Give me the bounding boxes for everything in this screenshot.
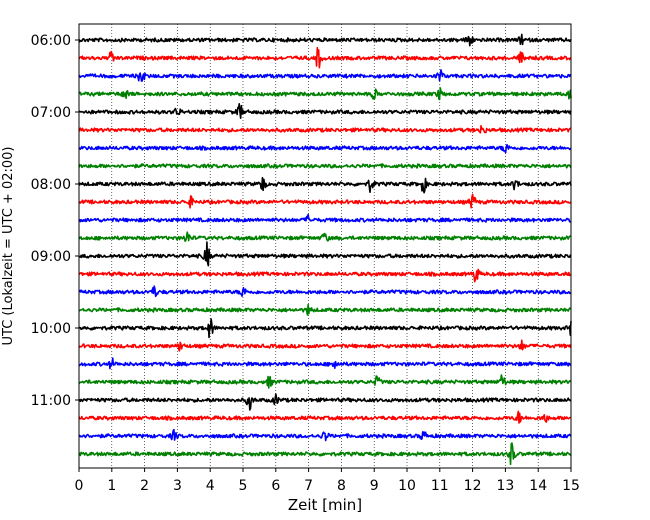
trace-1100 xyxy=(78,393,572,411)
seismic-traces xyxy=(78,33,572,466)
x-tick-label: 2 xyxy=(140,478,149,494)
trace-0600 xyxy=(78,33,572,47)
y-axis-ticks: 06:00 07:00 08:00 09:00 10:00 11:00 xyxy=(31,33,79,409)
plot-frame xyxy=(78,23,572,469)
y-tick-label: 07:00 xyxy=(31,105,71,121)
x-axis-ticks: 0 1 2 3 4 5 6 7 8 9 10 11 12 13 14 15 xyxy=(75,468,580,494)
y-tick-label: 11:00 xyxy=(31,393,71,409)
trace-0730 xyxy=(78,143,572,154)
x-tick-label: 3 xyxy=(173,478,182,494)
y-tick-label: 09:00 xyxy=(31,249,71,265)
trace-0715 xyxy=(78,124,572,134)
trace-0815 xyxy=(78,193,572,209)
x-tick-label: 5 xyxy=(239,478,248,494)
trace-1145 xyxy=(78,442,572,466)
x-tick-label: 8 xyxy=(337,478,346,494)
y-tick-label: 06:00 xyxy=(31,33,71,49)
x-axis-label: Zeit [min] xyxy=(288,496,362,514)
trace-0845 xyxy=(78,231,572,242)
trace-0830 xyxy=(78,213,572,223)
trace-0615 xyxy=(78,46,572,69)
trace-1030 xyxy=(78,357,572,370)
x-tick-label: 0 xyxy=(75,478,84,494)
grid-lines xyxy=(111,24,539,468)
x-tick-label: 9 xyxy=(370,478,379,494)
x-tick-label: 11 xyxy=(431,478,449,494)
trace-0745 xyxy=(78,163,572,169)
trace-1000 xyxy=(78,318,572,339)
trace-0800 xyxy=(78,176,572,194)
trace-1130 xyxy=(78,428,572,442)
trace-0930 xyxy=(78,285,572,298)
x-tick-label: 15 xyxy=(562,478,580,494)
trace-0645 xyxy=(78,87,572,101)
y-axis-label: UTC (Lokalzeit = UTC + 02:00) xyxy=(1,147,16,346)
x-tick-label: 14 xyxy=(529,478,547,494)
y-tick-label: 08:00 xyxy=(31,177,71,193)
x-tick-label: 4 xyxy=(206,478,215,494)
y-tick-label: 10:00 xyxy=(31,321,71,337)
x-tick-label: 7 xyxy=(304,478,313,494)
trace-1115 xyxy=(78,410,572,424)
trace-0945 xyxy=(78,303,572,316)
x-tick-label: 1 xyxy=(107,478,116,494)
trace-0630 xyxy=(78,69,572,82)
trace-0700 xyxy=(78,102,572,119)
trace-1045 xyxy=(78,374,572,389)
trace-0915 xyxy=(78,268,572,283)
x-tick-label: 6 xyxy=(271,478,280,494)
trace-0900 xyxy=(78,241,572,267)
x-tick-label: 10 xyxy=(398,478,416,494)
x-tick-label: 13 xyxy=(496,478,514,494)
trace-1015 xyxy=(78,339,572,352)
x-tick-label: 12 xyxy=(464,478,482,494)
